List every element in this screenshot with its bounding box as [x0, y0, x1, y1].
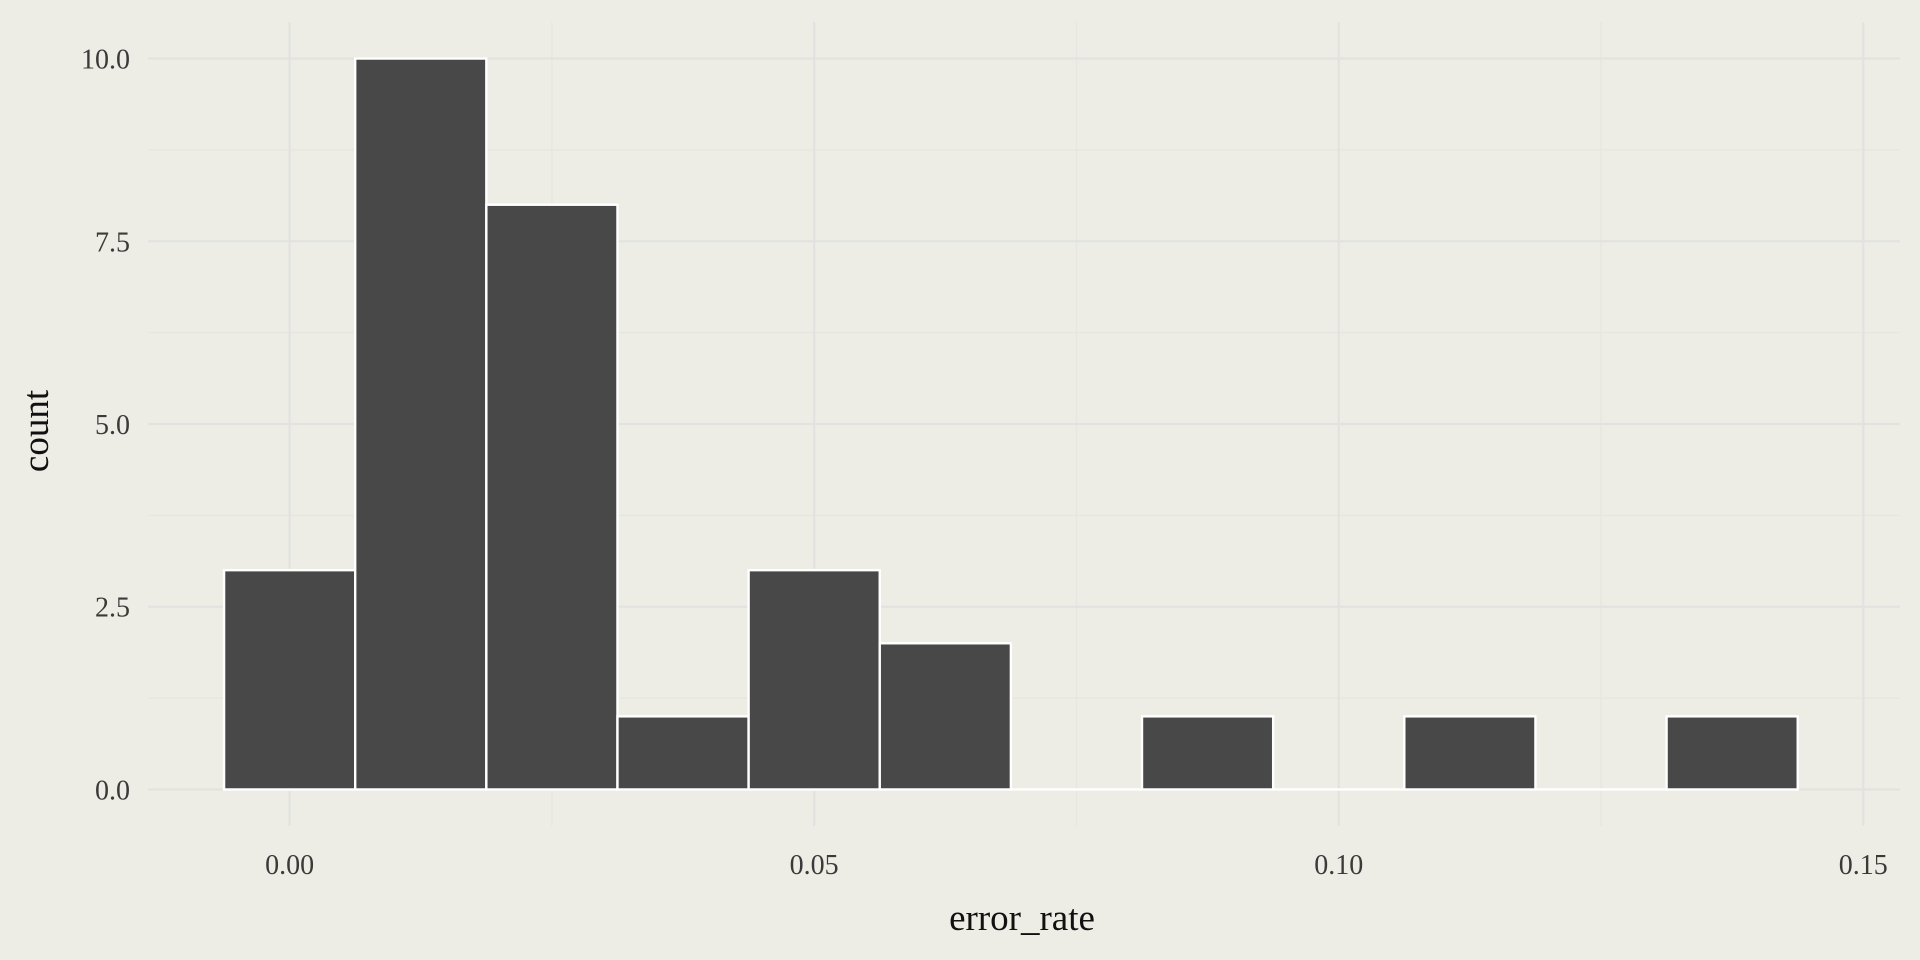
y-axis-title: count: [16, 389, 57, 472]
x-tick-label: 0.15: [1839, 850, 1888, 881]
tick-labels: 0.00 0.05 0.10 0.15 0.0 2.5 5.0 7.5 10.0: [81, 45, 1888, 881]
y-tick-label: 5.0: [95, 410, 130, 441]
x-tick-label: 0.00: [265, 850, 314, 881]
x-tick-label: 0.10: [1314, 850, 1363, 881]
y-tick-label: 0.0: [95, 775, 130, 806]
x-axis-title: error_rate: [949, 898, 1095, 939]
y-tick-label: 7.5: [95, 227, 130, 258]
histogram-bar: [1665, 715, 1799, 791]
histogram-bar: [222, 568, 357, 791]
histogram-bar: [485, 203, 619, 791]
histogram-bar: [878, 642, 1013, 791]
histogram-bar: [353, 57, 488, 791]
histogram-bar: [1403, 715, 1537, 791]
histogram-bar: [616, 715, 750, 791]
x-tick-label: 0.05: [790, 850, 839, 881]
histogram-bar: [1140, 715, 1275, 791]
bars-layer: [222, 57, 1799, 791]
histogram-bar: [747, 568, 881, 791]
y-tick-label: 2.5: [95, 593, 130, 624]
y-tick-label: 10.0: [81, 45, 130, 76]
